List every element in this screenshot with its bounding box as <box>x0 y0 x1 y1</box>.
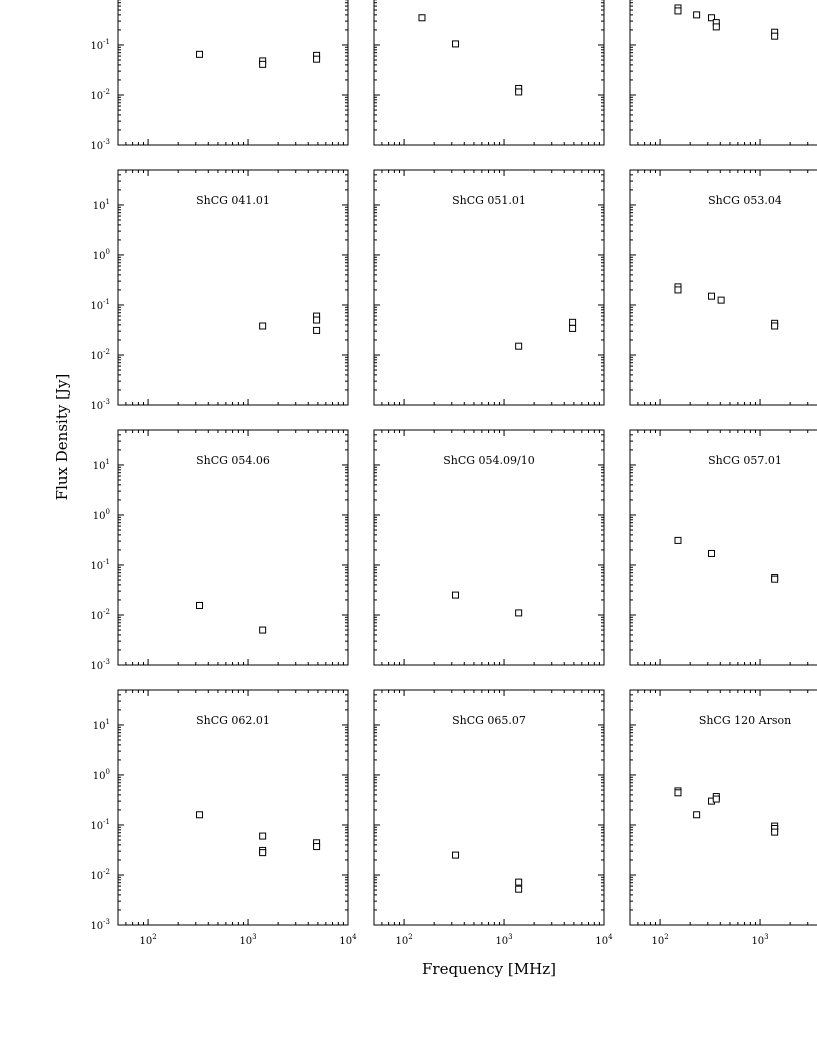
data-point <box>196 811 204 819</box>
data-point <box>693 811 701 819</box>
plot-frame <box>373 0 605 146</box>
y-tick-label: 100 <box>93 248 110 262</box>
panel-title: ShCG 062.01 <box>196 714 270 727</box>
y-tick-label: 10-1 <box>90 818 110 832</box>
data-point <box>674 286 682 294</box>
y-tick-label: 101 <box>93 718 110 732</box>
data-point <box>259 849 267 857</box>
x-tick-label: 103 <box>239 933 256 947</box>
x-tick-label: 102 <box>139 933 156 947</box>
panel-title: ShCG 065.07 <box>452 714 526 727</box>
y-tick-label: 100 <box>93 768 110 782</box>
panels-grid: 101 100 10-1 10-2 10-3 101 100 10-1 10-2 10-3 ShCG… <box>90 0 817 947</box>
data-point <box>259 322 267 330</box>
panel-title: ShCG 054.06 <box>196 454 270 467</box>
scatter-panel: 101 100 10-1 10-2 10-3 ShCG 041.01 <box>90 169 349 412</box>
data-point <box>515 878 523 886</box>
data-point <box>515 88 523 96</box>
data-point <box>452 591 460 599</box>
y-tick-label: 10-2 <box>90 608 110 622</box>
y-tick-label: 10-1 <box>90 298 110 312</box>
y-tick-label: 10-3 <box>90 398 110 412</box>
data-point <box>515 609 523 617</box>
data-point <box>674 789 682 797</box>
data-point <box>515 885 523 893</box>
scatter-panel: 101 100 10-1 10-2 10-3 102 103 104 ShCG 062.01 <box>90 689 357 947</box>
scatter-panel: ShCG 054.09/10 <box>373 429 605 666</box>
y-tick-label: 10-2 <box>90 348 110 362</box>
data-point <box>708 292 716 300</box>
scatter-panel: 102 103 104 ShCG 065.07 <box>373 689 613 947</box>
y-tick-label: 10-3 <box>90 658 110 672</box>
scatter-panel: ShCG 051.01 <box>373 169 605 406</box>
data-point <box>771 322 779 330</box>
panel-title: ShCG 053.04 <box>708 194 782 207</box>
scatter-panel <box>373 0 605 146</box>
data-point <box>708 14 716 22</box>
y-tick-label: 10-2 <box>90 88 110 102</box>
panel-title: ShCG 041.01 <box>196 194 270 207</box>
y-tick-label: 10-1 <box>90 38 110 52</box>
data-point <box>313 843 321 851</box>
x-axis-title: Frequency [MHz] <box>422 960 556 978</box>
panel-title: ShCG 120 Arson <box>699 714 791 727</box>
data-point <box>259 626 267 634</box>
data-point <box>674 7 682 15</box>
data-point <box>771 828 779 836</box>
data-point <box>569 324 577 332</box>
data-point <box>418 14 426 22</box>
y-tick-label: 101 <box>93 458 110 472</box>
y-tick-label: 10-2 <box>90 868 110 882</box>
x-tick-label: 104 <box>339 933 357 947</box>
data-point <box>771 575 779 583</box>
scatter-panel: 101 100 10-1 10-2 10-3 ShCG 054.06 <box>90 429 349 672</box>
data-point <box>196 50 204 58</box>
data-point <box>712 795 720 803</box>
plot-frame <box>117 0 349 146</box>
scatter-panel <box>629 0 817 146</box>
data-point <box>771 32 779 40</box>
plot-frame <box>629 0 817 146</box>
data-point <box>452 851 460 859</box>
data-point <box>693 11 701 19</box>
data-point <box>313 316 321 324</box>
data-point <box>674 536 682 544</box>
data-point <box>717 296 725 304</box>
panel-title: ShCG 057.01 <box>708 454 782 467</box>
data-point <box>196 601 204 609</box>
y-tick-label: 10-1 <box>90 558 110 572</box>
x-tick-label: 102 <box>651 933 668 947</box>
x-tick-label: 102 <box>395 933 412 947</box>
y-tick-label: 10-3 <box>90 138 110 152</box>
y-tick-label: 10-3 <box>90 918 110 932</box>
data-point <box>712 23 720 31</box>
x-tick-label: 103 <box>495 933 512 947</box>
data-point <box>515 342 523 350</box>
data-point <box>569 318 577 326</box>
x-tick-label: 104 <box>595 933 613 947</box>
y-tick-label: 100 <box>93 508 110 522</box>
y-tick-label: 101 <box>93 198 110 212</box>
y-tick-label: 100 <box>93 0 110 2</box>
scatter-panel: ShCG 053.04 <box>629 169 817 406</box>
panel-title: ShCG 051.01 <box>452 194 526 207</box>
scatter-panel: ShCG 057.01 <box>629 429 817 666</box>
data-point <box>259 60 267 68</box>
panel-title: ShCG 054.09/10 <box>443 454 535 467</box>
data-point <box>313 55 321 63</box>
data-point <box>452 40 460 48</box>
x-tick-label: 103 <box>751 933 768 947</box>
data-point <box>259 832 267 840</box>
data-point <box>313 326 321 334</box>
y-axis-title: Flux Density [Jy] <box>53 374 71 501</box>
data-point <box>708 549 716 557</box>
